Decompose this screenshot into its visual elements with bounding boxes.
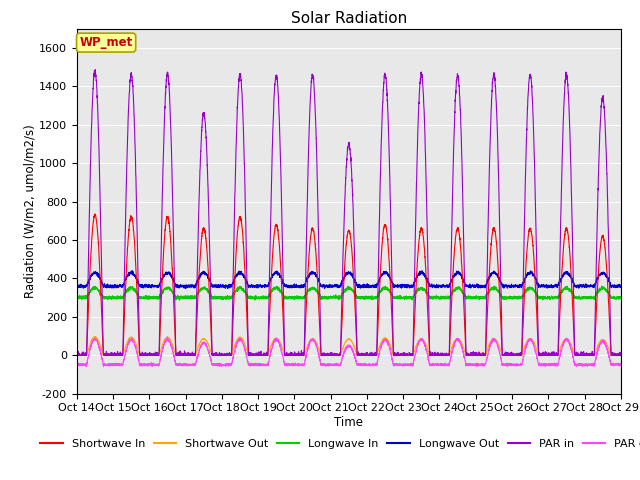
PAR out bbox=[329, 361, 337, 367]
PAR out bbox=[617, 361, 625, 367]
Shortwave Out bbox=[502, 352, 509, 358]
PAR in bbox=[329, 351, 337, 357]
PAR in bbox=[502, 350, 509, 356]
PAR out bbox=[171, 358, 179, 364]
Longwave In bbox=[617, 295, 625, 301]
Longwave In bbox=[175, 297, 183, 303]
Longwave In bbox=[329, 294, 337, 300]
PAR out bbox=[163, 335, 171, 341]
Shortwave Out bbox=[616, 352, 624, 358]
PAR out bbox=[471, 363, 479, 369]
Longwave In bbox=[441, 296, 449, 302]
Shortwave In bbox=[471, 352, 479, 358]
Shortwave In bbox=[171, 327, 179, 333]
Longwave In bbox=[171, 292, 179, 298]
Longwave Out bbox=[616, 284, 624, 289]
Title: Solar Radiation: Solar Radiation bbox=[291, 11, 407, 26]
PAR in bbox=[471, 350, 479, 356]
Longwave In bbox=[598, 283, 605, 289]
Shortwave Out bbox=[73, 352, 81, 358]
Longwave Out bbox=[502, 282, 509, 288]
Shortwave Out bbox=[471, 352, 479, 358]
Longwave Out bbox=[418, 268, 426, 274]
PAR in bbox=[92, 67, 99, 72]
PAR out bbox=[441, 362, 449, 368]
Shortwave Out bbox=[91, 334, 99, 340]
Shortwave Out bbox=[617, 352, 625, 358]
Longwave In bbox=[616, 295, 624, 300]
Shortwave In bbox=[617, 352, 625, 358]
Longwave Out bbox=[441, 284, 449, 289]
Shortwave Out bbox=[171, 349, 179, 355]
PAR out bbox=[616, 361, 624, 367]
Longwave Out bbox=[471, 284, 479, 289]
PAR in bbox=[73, 352, 81, 358]
PAR in bbox=[441, 352, 449, 358]
Longwave Out bbox=[171, 280, 179, 286]
Shortwave Out bbox=[441, 352, 449, 358]
Text: WP_met: WP_met bbox=[79, 36, 132, 49]
Line: Longwave In: Longwave In bbox=[77, 286, 621, 300]
Shortwave Out bbox=[73, 352, 81, 358]
Longwave Out bbox=[329, 283, 337, 289]
PAR out bbox=[73, 362, 81, 368]
Longwave In bbox=[502, 296, 509, 301]
Shortwave In bbox=[329, 352, 337, 358]
Line: Shortwave Out: Shortwave Out bbox=[77, 337, 621, 355]
Y-axis label: Radiation (W/m2, umol/m2/s): Radiation (W/m2, umol/m2/s) bbox=[23, 124, 36, 298]
Longwave Out bbox=[321, 286, 328, 291]
Line: Shortwave In: Shortwave In bbox=[77, 214, 621, 355]
PAR in bbox=[616, 352, 624, 358]
PAR out bbox=[502, 361, 509, 367]
PAR out bbox=[541, 364, 549, 370]
Shortwave In bbox=[502, 352, 509, 358]
Longwave In bbox=[73, 295, 81, 300]
PAR in bbox=[171, 300, 179, 306]
Legend: Shortwave In, Shortwave Out, Longwave In, Longwave Out, PAR in, PAR out: Shortwave In, Shortwave Out, Longwave In… bbox=[36, 435, 640, 454]
Shortwave In bbox=[92, 211, 99, 217]
PAR in bbox=[617, 351, 625, 357]
Shortwave In bbox=[441, 352, 449, 358]
Line: PAR out: PAR out bbox=[77, 338, 621, 367]
Shortwave Out bbox=[329, 352, 337, 358]
Longwave Out bbox=[617, 284, 625, 290]
Longwave In bbox=[471, 296, 479, 301]
PAR in bbox=[73, 352, 81, 358]
Line: Longwave Out: Longwave Out bbox=[77, 271, 621, 288]
Shortwave In bbox=[74, 352, 81, 358]
X-axis label: Time: Time bbox=[334, 416, 364, 429]
Shortwave In bbox=[616, 352, 624, 358]
Line: PAR in: PAR in bbox=[77, 70, 621, 355]
Longwave Out bbox=[73, 283, 81, 288]
Shortwave In bbox=[73, 351, 81, 357]
